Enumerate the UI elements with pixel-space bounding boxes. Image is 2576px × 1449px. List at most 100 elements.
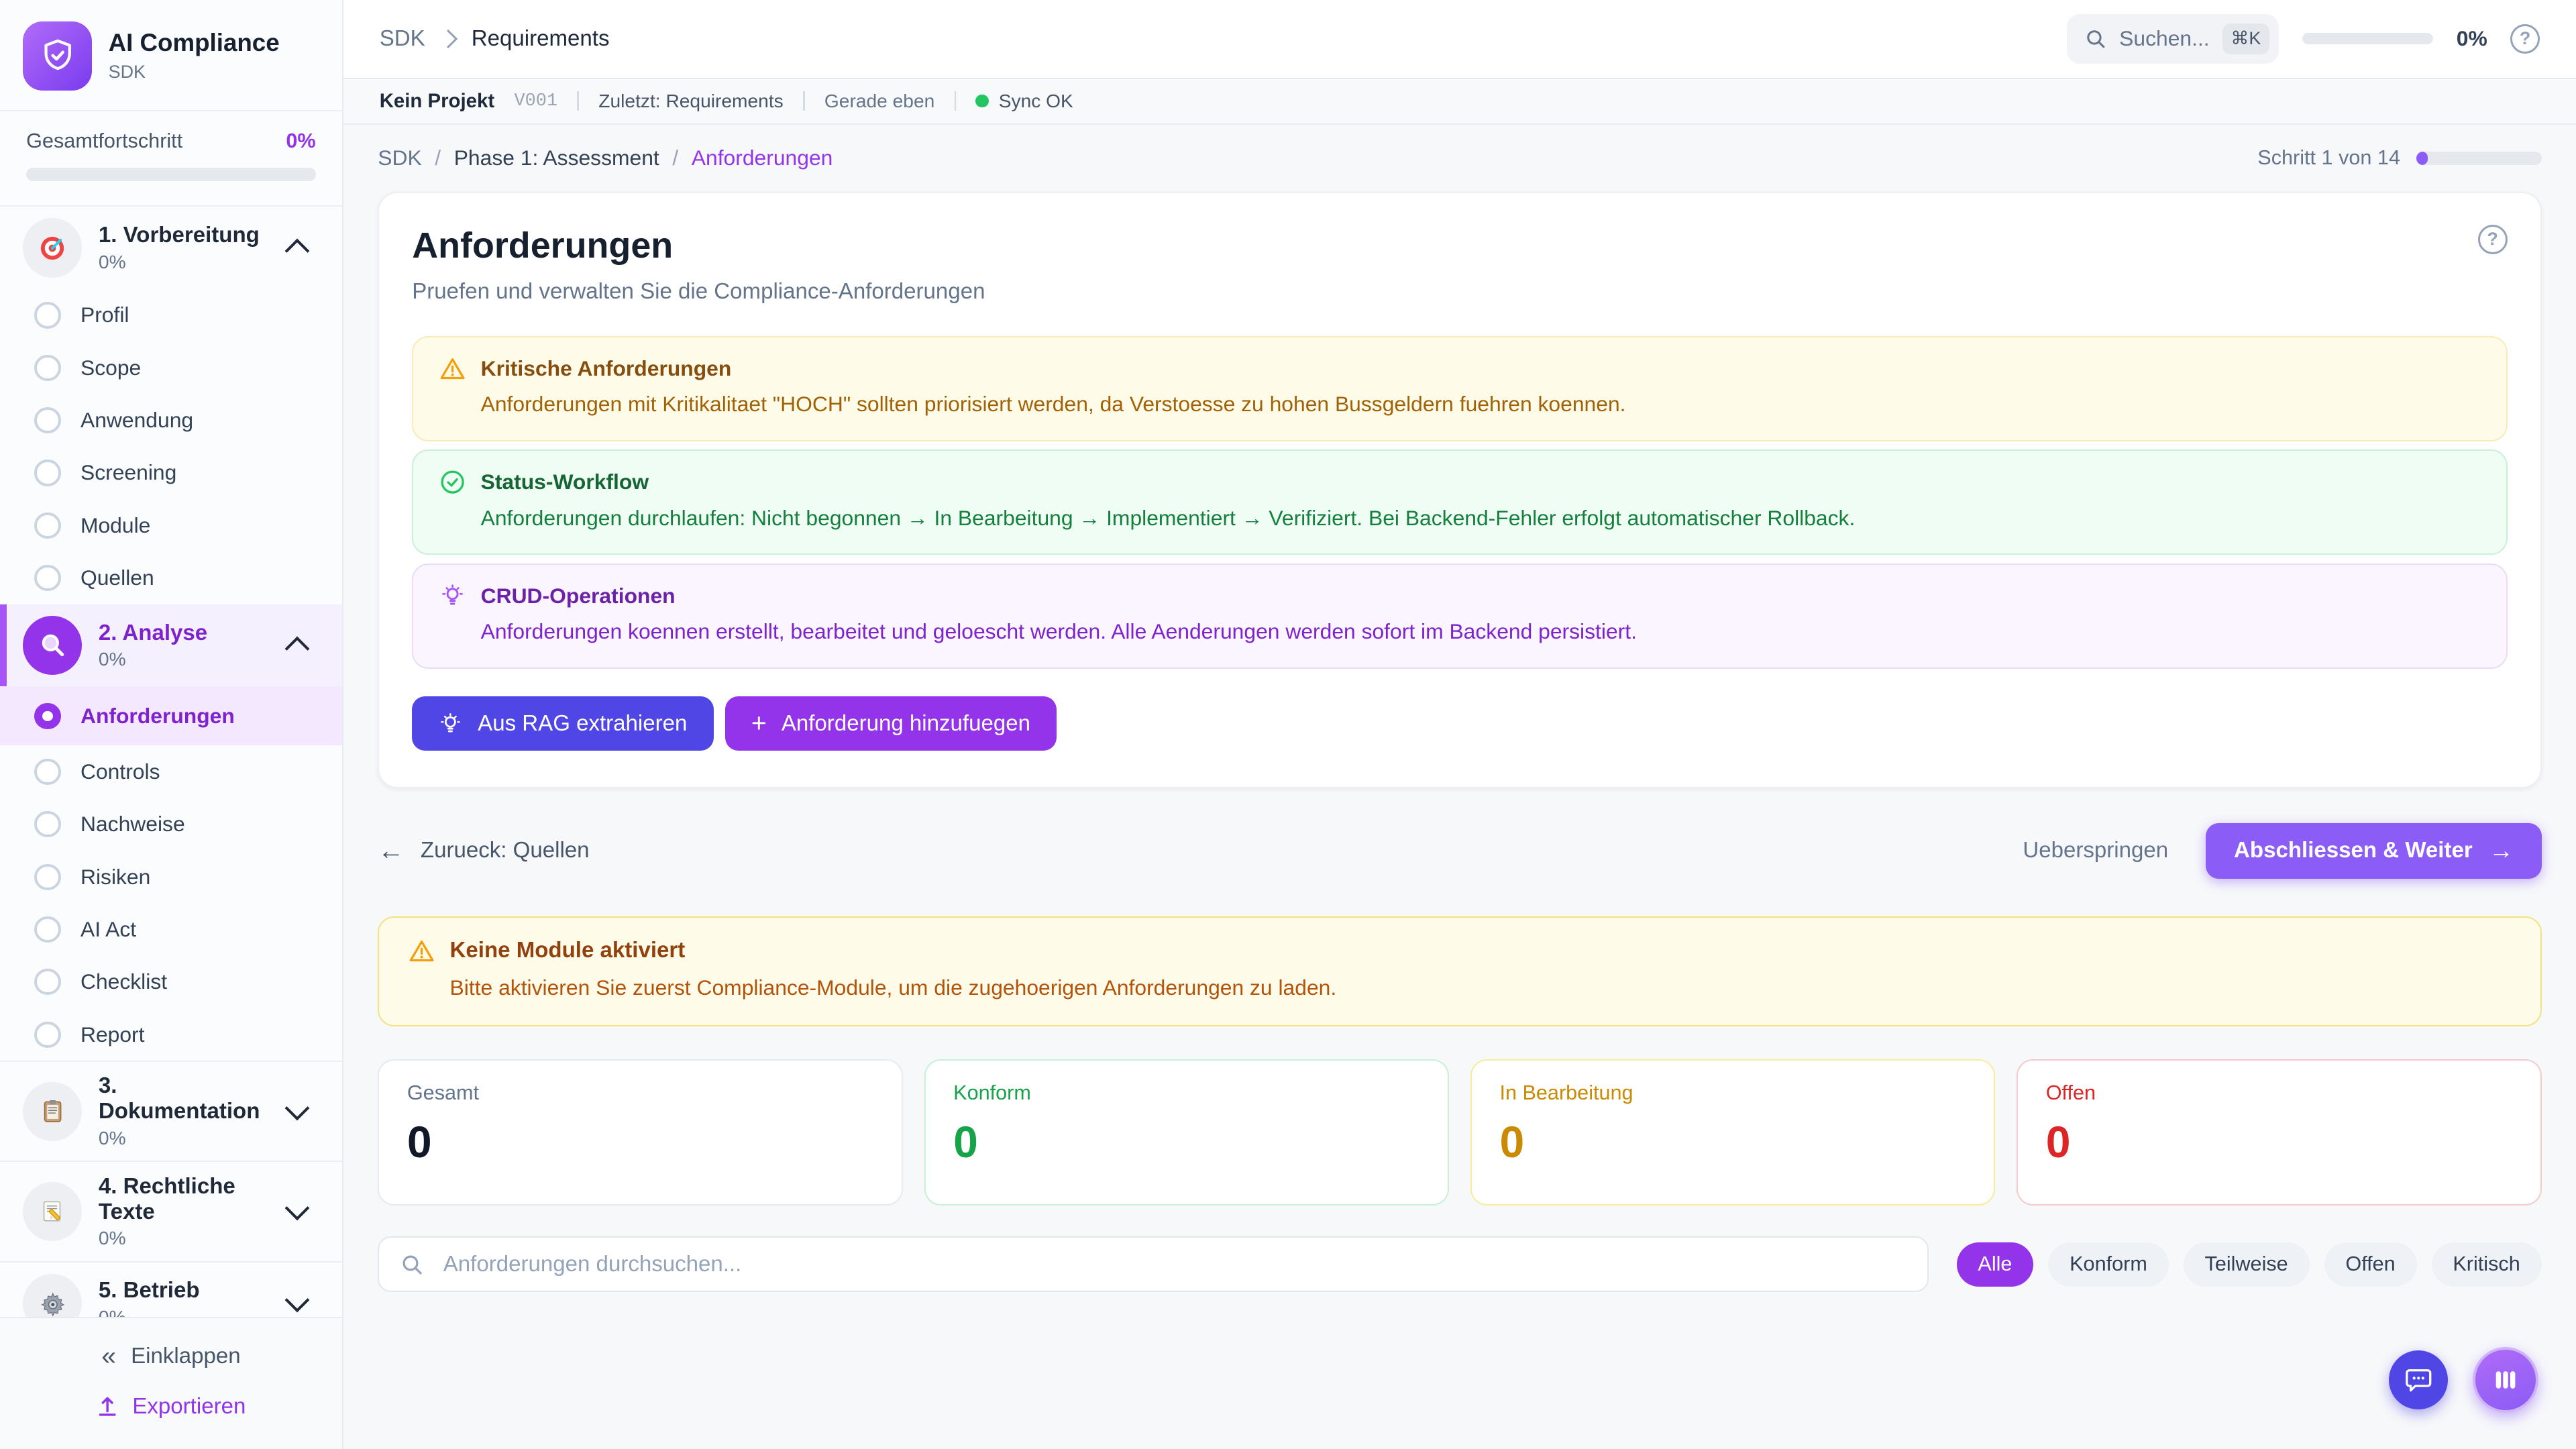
sidebar-item-risiken[interactable]: Risiken bbox=[0, 851, 342, 903]
app-title-block: AI Compliance SDK bbox=[108, 28, 280, 83]
export-button[interactable]: Exportieren bbox=[96, 1394, 246, 1419]
chevron-down-icon bbox=[284, 1095, 310, 1121]
sidebar-section-vorbereitung[interactable]: 1. Vorbereitung 0% bbox=[0, 207, 342, 288]
keyboard-shortcut-badge: ⌘K bbox=[2222, 23, 2269, 54]
sidebar-section-dokumentation[interactable]: 3. Dokumentation 0% bbox=[0, 1062, 342, 1161]
filter-pill-teilweise[interactable]: Teilweise bbox=[2183, 1242, 2310, 1287]
lightbulb-icon bbox=[441, 712, 461, 732]
target-icon bbox=[23, 218, 83, 278]
main-area: SDK Requirements Suchen... ⌘K 0% ? Kein … bbox=[343, 0, 2576, 1449]
sidebar-section-analyse[interactable]: 2. Analyse 0% bbox=[0, 604, 342, 687]
requirements-search-input[interactable] bbox=[439, 1250, 1907, 1279]
sidebar-footer: « Einklappen Exportieren bbox=[0, 1317, 342, 1449]
back-to-sources-link[interactable]: ← Zurueck: Quellen bbox=[378, 836, 590, 865]
filter-pill-offen[interactable]: Offen bbox=[2324, 1242, 2417, 1287]
sidebar: AI Compliance SDK Gesamtfortschritt 0% 1… bbox=[0, 0, 343, 1449]
stat-card-gesamt: Gesamt 0 bbox=[378, 1059, 903, 1205]
sidebar-item-checklist[interactable]: Checklist bbox=[0, 956, 342, 1008]
sidebar-section-rechtliche-texte[interactable]: 4. Rechtliche Texte 0% bbox=[0, 1162, 342, 1260]
no-modules-warning: Keine Module aktiviert Bitte aktivieren … bbox=[378, 916, 2542, 1026]
shield-logo-icon bbox=[23, 21, 93, 91]
breadcrumb-requirements: Requirements bbox=[471, 25, 610, 51]
project-status-bar: Kein Projekt V001 Zuletzt: Requirements … bbox=[343, 78, 2576, 125]
section-label: 2. Analyse bbox=[98, 620, 208, 645]
project-name: Kein Projekt bbox=[379, 89, 495, 112]
stat-card-in-bearbeitung: In Bearbeitung 0 bbox=[1470, 1059, 1996, 1205]
note-crud-operations: CRUD-Operationen Anforderungen koennen e… bbox=[412, 563, 2508, 669]
collapse-sidebar-button[interactable]: « Einklappen bbox=[101, 1342, 241, 1371]
chat-fab-button[interactable] bbox=[2388, 1350, 2448, 1410]
sidebar-nav: 1. Vorbereitung 0% Profil Scope Anwendun… bbox=[0, 207, 342, 1318]
sidebar-item-report[interactable]: Report bbox=[0, 1008, 342, 1061]
page-breadcrumb-sdk[interactable]: SDK bbox=[378, 146, 422, 170]
filter-pill-kritisch[interactable]: Kritisch bbox=[2431, 1242, 2542, 1287]
sidebar-item-module[interactable]: Module bbox=[0, 499, 342, 551]
section-percent: 0% bbox=[98, 1228, 126, 1249]
gear-icon bbox=[23, 1273, 83, 1318]
add-requirement-button[interactable]: + Anforderung hinzufuegen bbox=[724, 696, 1057, 751]
sidebar-item-controls[interactable]: Controls bbox=[0, 745, 342, 798]
arrow-right-icon: → bbox=[2489, 836, 2514, 864]
page-breadcrumb-current: Anforderungen bbox=[691, 146, 833, 170]
radio-icon bbox=[34, 1021, 61, 1048]
app-logo-block: AI Compliance SDK bbox=[0, 0, 342, 112]
check-circle-icon bbox=[441, 470, 465, 494]
radio-icon bbox=[34, 407, 61, 434]
chat-bubble-icon bbox=[2405, 1368, 2432, 1392]
chevron-up-icon bbox=[284, 636, 310, 661]
chevron-up-icon bbox=[284, 239, 310, 264]
lightbulb-icon bbox=[442, 584, 464, 605]
sidebar-item-anforderungen[interactable]: Anforderungen bbox=[0, 686, 342, 746]
floating-action-buttons bbox=[2388, 1347, 2538, 1413]
app-title: AI Compliance bbox=[108, 28, 280, 56]
header-progress-bar bbox=[2302, 33, 2434, 45]
last-step-label: Zuletzt: Requirements bbox=[598, 90, 784, 111]
sidebar-section-betrieb[interactable]: 5. Betrieb 0% bbox=[0, 1263, 342, 1318]
section-percent: 0% bbox=[98, 1128, 126, 1149]
sidebar-item-anwendung[interactable]: Anwendung bbox=[0, 394, 342, 446]
sync-ok-dot-icon bbox=[975, 94, 989, 108]
filter-pill-alle[interactable]: Alle bbox=[1956, 1242, 2034, 1287]
memo-icon bbox=[23, 1181, 83, 1242]
breadcrumb-sdk[interactable]: SDK bbox=[379, 25, 425, 51]
warning-triangle-icon bbox=[409, 940, 434, 961]
project-version: V001 bbox=[514, 91, 558, 111]
page-content: SDK / Phase 1: Assessment / Anforderunge… bbox=[343, 125, 2576, 1449]
breadcrumb: SDK Requirements bbox=[380, 26, 610, 52]
warning-triangle-icon bbox=[441, 358, 465, 379]
search-placeholder: Suchen... bbox=[2119, 26, 2210, 51]
page-breadcrumb: SDK / Phase 1: Assessment / Anforderunge… bbox=[378, 146, 833, 170]
sidebar-item-quellen[interactable]: Quellen bbox=[0, 551, 342, 604]
arrow-left-icon: ← bbox=[378, 836, 405, 865]
sidebar-item-screening[interactable]: Screening bbox=[0, 447, 342, 499]
wizard-step-indicator: Schritt 1 von 14 bbox=[2257, 146, 2542, 170]
section-percent: 0% bbox=[98, 251, 126, 272]
finish-and-next-button[interactable]: Abschliessen & Weiter → bbox=[2206, 822, 2542, 879]
page-breadcrumb-phase[interactable]: Phase 1: Assessment bbox=[453, 146, 659, 170]
global-search-button[interactable]: Suchen... ⌘K bbox=[2066, 14, 2279, 64]
card-help-icon[interactable]: ? bbox=[2477, 224, 2508, 254]
stat-card-offen: Offen 0 bbox=[2017, 1059, 2542, 1205]
chevron-right-icon bbox=[438, 29, 458, 48]
chevron-down-icon bbox=[284, 1287, 310, 1313]
last-saved-time: Gerade eben bbox=[824, 90, 935, 111]
help-icon[interactable]: ? bbox=[2510, 23, 2540, 54]
radio-selected-icon bbox=[34, 702, 61, 729]
sidebar-item-nachweise[interactable]: Nachweise bbox=[0, 798, 342, 851]
sidebar-item-profil[interactable]: Profil bbox=[0, 289, 342, 341]
sync-status: Sync OK bbox=[975, 91, 1073, 112]
sidebar-item-ai-act[interactable]: AI Act bbox=[0, 903, 342, 955]
radio-icon bbox=[34, 302, 61, 329]
section-label: 3. Dokumentation bbox=[98, 1073, 260, 1124]
radio-icon bbox=[34, 758, 61, 786]
radio-icon bbox=[34, 969, 61, 996]
note-critical-requirements: Kritische Anforderungen Anforderungen mi… bbox=[412, 335, 2508, 442]
section-label: 5. Betrieb bbox=[98, 1278, 200, 1303]
columns-view-fab-button[interactable] bbox=[2472, 1347, 2538, 1413]
filter-pill-konform[interactable]: Konform bbox=[2048, 1242, 2169, 1287]
sidebar-item-scope[interactable]: Scope bbox=[0, 341, 342, 394]
extract-from-rag-button[interactable]: Aus RAG extrahieren bbox=[412, 696, 714, 751]
skip-button[interactable]: Ueberspringen bbox=[2023, 838, 2169, 863]
chevron-down-icon bbox=[284, 1195, 310, 1221]
